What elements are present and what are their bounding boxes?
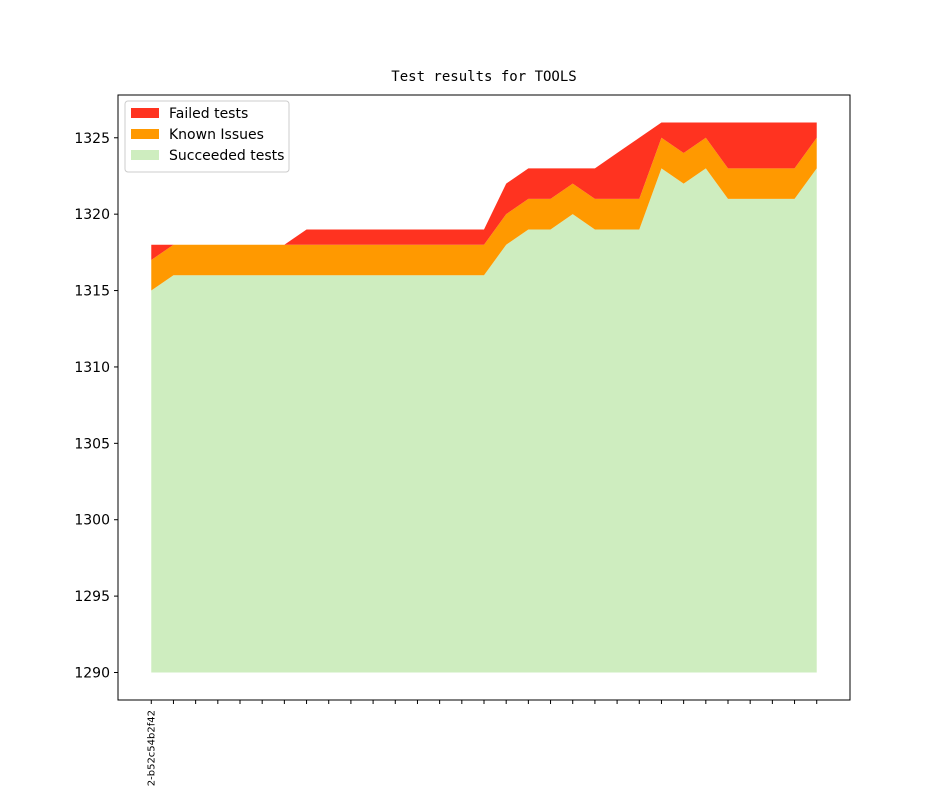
- x-tick-label: 2-b52c54b2f42: [146, 710, 157, 786]
- legend-label: Succeeded tests: [169, 148, 284, 164]
- legend-label: Failed tests: [169, 106, 248, 122]
- legend-label: Known Issues: [169, 127, 264, 143]
- y-tick-label: 1315: [74, 284, 110, 300]
- area: [151, 137, 817, 291]
- legend-swatch: [131, 150, 159, 160]
- y-tick-label: 1295: [74, 589, 110, 605]
- chart-title: Test results for TOOLS: [391, 69, 576, 85]
- y-tick-label: 1325: [74, 131, 110, 147]
- y-tick-label: 1290: [74, 666, 110, 682]
- legend: [124, 100, 290, 173]
- y-tick-label: 1310: [74, 360, 110, 376]
- y-tick-label: 1305: [74, 436, 110, 452]
- y-tick-label: 1320: [74, 207, 110, 223]
- legend-swatch: [131, 129, 159, 139]
- legend-swatch: [131, 108, 159, 118]
- area: [151, 168, 817, 673]
- area: [151, 122, 817, 260]
- y-tick-label: 1300: [74, 513, 110, 529]
